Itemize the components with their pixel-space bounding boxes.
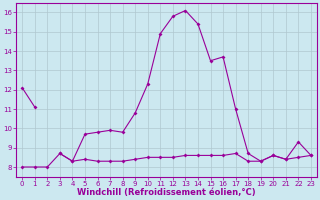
X-axis label: Windchill (Refroidissement éolien,°C): Windchill (Refroidissement éolien,°C)	[77, 188, 256, 197]
